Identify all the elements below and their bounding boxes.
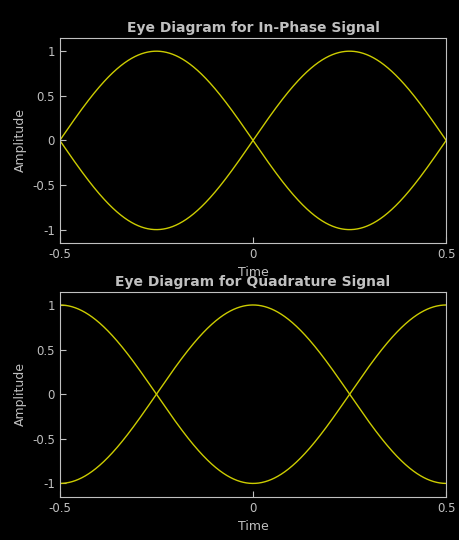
Y-axis label: Amplitude: Amplitude	[13, 109, 27, 172]
Title: Eye Diagram for Quadrature Signal: Eye Diagram for Quadrature Signal	[115, 275, 390, 289]
Title: Eye Diagram for In-Phase Signal: Eye Diagram for In-Phase Signal	[126, 21, 379, 35]
Y-axis label: Amplitude: Amplitude	[13, 362, 27, 426]
X-axis label: Time: Time	[237, 266, 268, 279]
X-axis label: Time: Time	[237, 520, 268, 533]
